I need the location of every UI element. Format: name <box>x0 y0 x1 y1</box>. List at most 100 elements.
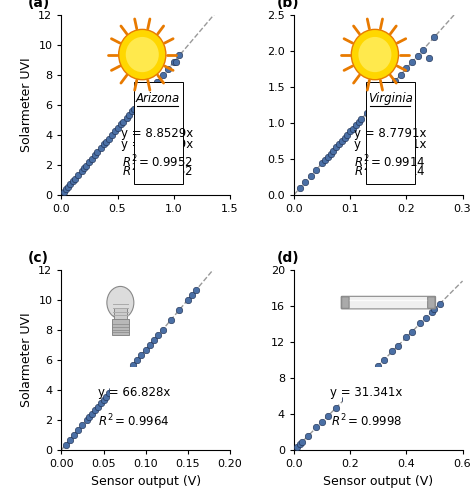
Point <box>100 140 108 148</box>
Circle shape <box>358 37 391 72</box>
Point <box>85 413 93 421</box>
Point <box>97 399 105 407</box>
FancyBboxPatch shape <box>343 368 392 439</box>
Point <box>146 341 153 349</box>
Point <box>321 156 329 164</box>
Point <box>341 396 348 404</box>
Text: $R^2 = 0.9998$: $R^2 = 0.9998$ <box>331 413 402 430</box>
Circle shape <box>118 30 166 80</box>
X-axis label: Sensor output (V): Sensor output (V) <box>323 474 433 488</box>
Text: $R^2 = 0.9914$: $R^2 = 0.9914$ <box>354 154 426 170</box>
Point <box>296 440 303 448</box>
Point <box>67 180 74 188</box>
X-axis label: Sensor output (V): Sensor output (V) <box>91 474 201 488</box>
Point <box>335 140 343 148</box>
Point <box>324 152 331 160</box>
Point <box>128 108 136 116</box>
Point <box>83 416 91 424</box>
Point <box>70 431 78 439</box>
Point <box>408 58 416 66</box>
Point <box>114 124 121 132</box>
Text: (c): (c) <box>28 251 49 265</box>
Point <box>75 171 82 179</box>
Point <box>102 393 110 401</box>
Point <box>386 84 393 92</box>
Point <box>64 183 72 191</box>
Point <box>422 314 430 322</box>
Text: Virginia: Virginia <box>368 92 413 105</box>
Point <box>374 96 382 104</box>
Point <box>380 356 388 364</box>
Point <box>318 418 326 426</box>
Point <box>60 188 67 196</box>
Text: $R^2 = 0.9952$: $R^2 = 0.9952$ <box>122 163 193 180</box>
Ellipse shape <box>107 286 134 319</box>
Point <box>299 438 306 446</box>
Point <box>349 124 357 132</box>
Point <box>430 32 438 40</box>
Point <box>355 118 362 126</box>
Point <box>176 306 183 314</box>
Text: (b): (b) <box>277 0 300 10</box>
Text: y = 8.8529x: y = 8.8529x <box>121 138 194 151</box>
Point <box>388 348 396 356</box>
Point <box>346 390 354 398</box>
Point <box>88 410 95 418</box>
Point <box>78 167 85 175</box>
Point <box>119 118 127 126</box>
Point <box>414 52 421 60</box>
Point <box>142 346 150 354</box>
Point <box>332 404 340 412</box>
Point <box>66 436 74 444</box>
Point <box>167 316 175 324</box>
Point <box>430 305 438 313</box>
Point <box>397 70 405 78</box>
Point <box>119 373 126 381</box>
Point <box>125 366 133 374</box>
Point <box>62 186 70 194</box>
FancyBboxPatch shape <box>134 82 183 184</box>
Point <box>82 162 90 170</box>
Point <box>363 109 371 117</box>
Text: Arizona: Arizona <box>135 92 179 105</box>
Point <box>193 286 200 294</box>
Text: $R^2 = 0.9964$: $R^2 = 0.9964$ <box>98 413 169 430</box>
Text: y = 8.7791x: y = 8.7791x <box>354 127 426 140</box>
Y-axis label: Solarmeter UVI: Solarmeter UVI <box>20 313 33 408</box>
Point <box>94 403 101 411</box>
Point <box>172 58 180 66</box>
Point <box>136 98 144 106</box>
Point <box>91 406 99 414</box>
Point <box>170 58 177 66</box>
FancyBboxPatch shape <box>428 297 435 308</box>
Point <box>394 342 402 349</box>
Point <box>105 135 112 143</box>
Point <box>366 370 374 378</box>
Point <box>346 128 354 136</box>
Point <box>134 356 141 364</box>
Point <box>93 148 101 156</box>
Text: y = 8.7791x: y = 8.7791x <box>354 138 426 151</box>
Circle shape <box>126 37 159 72</box>
Point <box>88 155 95 163</box>
Text: $R^2 = 0.9914$: $R^2 = 0.9914$ <box>354 163 426 180</box>
Point <box>369 102 377 110</box>
Point <box>403 64 410 72</box>
Point <box>134 100 142 108</box>
FancyBboxPatch shape <box>341 296 436 309</box>
Point <box>428 308 436 316</box>
Circle shape <box>351 30 398 80</box>
Point <box>352 121 360 129</box>
Y-axis label: Solarmeter UVI: Solarmeter UVI <box>20 58 33 152</box>
Point <box>142 92 150 100</box>
Point <box>69 178 76 186</box>
Text: Arizona: Arizona <box>135 92 179 105</box>
Point <box>338 137 346 145</box>
Point <box>164 65 172 73</box>
Text: $R^2 = 0.9952$: $R^2 = 0.9952$ <box>122 154 193 170</box>
Point <box>425 54 433 62</box>
Point <box>140 94 147 102</box>
Point <box>62 441 69 449</box>
Point <box>318 159 326 167</box>
Point <box>123 114 130 122</box>
